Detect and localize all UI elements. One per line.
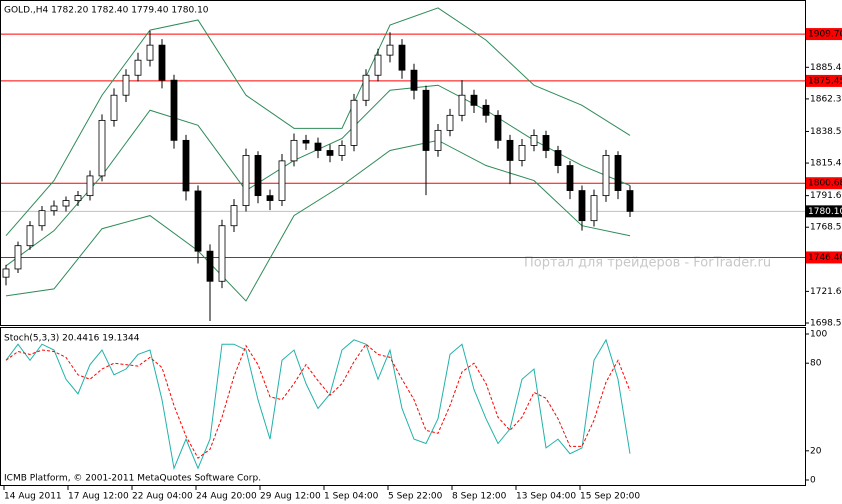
candle-body [398,44,406,71]
candle-body [14,245,22,270]
candle-body [302,139,310,144]
candle-body [350,99,358,146]
candle-body [26,225,34,247]
candle-body [470,94,478,106]
y-tick-label: 0 [810,476,816,486]
candle-body [362,74,370,101]
candle-body [326,150,334,156]
y-tick-label: 100 [810,329,827,339]
candle-body [590,195,598,222]
candle-body [158,44,166,81]
copyright: ICMB Platform, © 2001-2011 MetaQuotes So… [4,474,261,484]
candle-body [626,190,634,212]
y-tick-label: 1721.60 [810,287,842,297]
candle-body [98,119,106,177]
level-label: 1909.70 [808,30,842,40]
price-title: GOLD.,H4 1782.20 1782.40 1779.40 1780.10 [4,6,209,16]
candle-body [194,190,202,252]
x-tick-label: 13 Sep 04:00 [516,492,576,502]
candle-body [338,145,346,156]
candle-body [86,175,94,197]
level-label: 1875.45 [808,76,842,86]
candle-body [494,114,502,141]
candle-body [242,155,250,207]
candle-body [530,135,538,146]
candle-body [206,250,214,282]
candle-body [74,195,82,201]
candle-body [182,139,190,192]
x-tick-label: 22 Aug 04:00 [132,492,193,502]
candle-body [614,155,622,191]
candle-body [458,94,466,116]
stoch-title: Stoch(5,3,3) 20.4416 19.1344 [4,334,140,344]
level-label-box [806,251,842,264]
x-tick-label: 1 Sep 04:00 [324,492,379,502]
candle-body [50,205,58,212]
x-tick-label: 15 Sep 20:00 [580,492,640,502]
candle-body [566,165,574,191]
last-price-label: 1780.10 [808,207,842,217]
stoch-line [5,343,631,459]
x-tick-label: 24 Aug 20:00 [196,492,257,502]
candle-body [62,200,70,207]
x-tick-label: 5 Sep 22:00 [388,492,443,502]
y-tick-label: 1838.50 [810,127,842,137]
bollinger-band [5,7,631,237]
candle-body [122,74,130,96]
candle-body [110,94,118,121]
level-label-box [806,74,842,87]
candle-body [602,155,610,197]
candle-body [410,69,418,91]
candle-body [38,210,46,227]
candle-body [290,139,298,162]
candle-body [554,150,562,166]
candle-body [254,155,262,197]
candle-body [374,54,382,76]
candle-body [434,129,442,151]
candle-body [230,205,238,227]
candle-body [446,114,454,131]
candle-body [314,142,322,151]
level-label: 1746.40 [808,253,842,263]
candle-body [518,145,526,161]
y-tick-label: 1885.40 [810,63,842,73]
candle-body [134,59,142,76]
y-tick-label: 1768.50 [810,223,842,233]
x-tick-label: 29 Aug 12:00 [260,492,321,502]
candle-body [278,160,286,201]
candle-body [266,195,274,201]
y-tick-label: 1698.50 [810,318,842,328]
candle-body [386,44,394,56]
watermark: Портал для трейдеров - ForTrader.ru [524,256,771,271]
y-tick-label: 20 [810,446,822,456]
level-label-box [806,177,842,190]
x-tick-label: 17 Aug 12:00 [68,492,129,502]
candle-body [482,104,490,116]
last-price-box [806,205,842,218]
candle-body [422,89,430,151]
candle-body [2,268,10,278]
stoch-panel [0,327,806,486]
candle-body [542,135,550,151]
candle-body [578,190,586,222]
level-label: 1800.68 [808,179,842,189]
x-tick-label: 14 Aug 2011 [4,492,62,502]
candle-body [146,44,154,61]
y-tick-label: 80 [810,359,822,369]
candle-body [506,139,514,161]
stoch-line [5,338,631,471]
x-tick-label: 8 Sep 12:00 [452,492,507,502]
y-tick-label: 1862.30 [810,94,842,104]
level-label-box [806,28,842,41]
y-tick-label: 1815.40 [810,159,842,169]
bollinger-band [5,139,631,302]
y-tick-label: 1791.60 [810,191,842,201]
candle-body [170,79,178,141]
candle-body [218,225,226,282]
